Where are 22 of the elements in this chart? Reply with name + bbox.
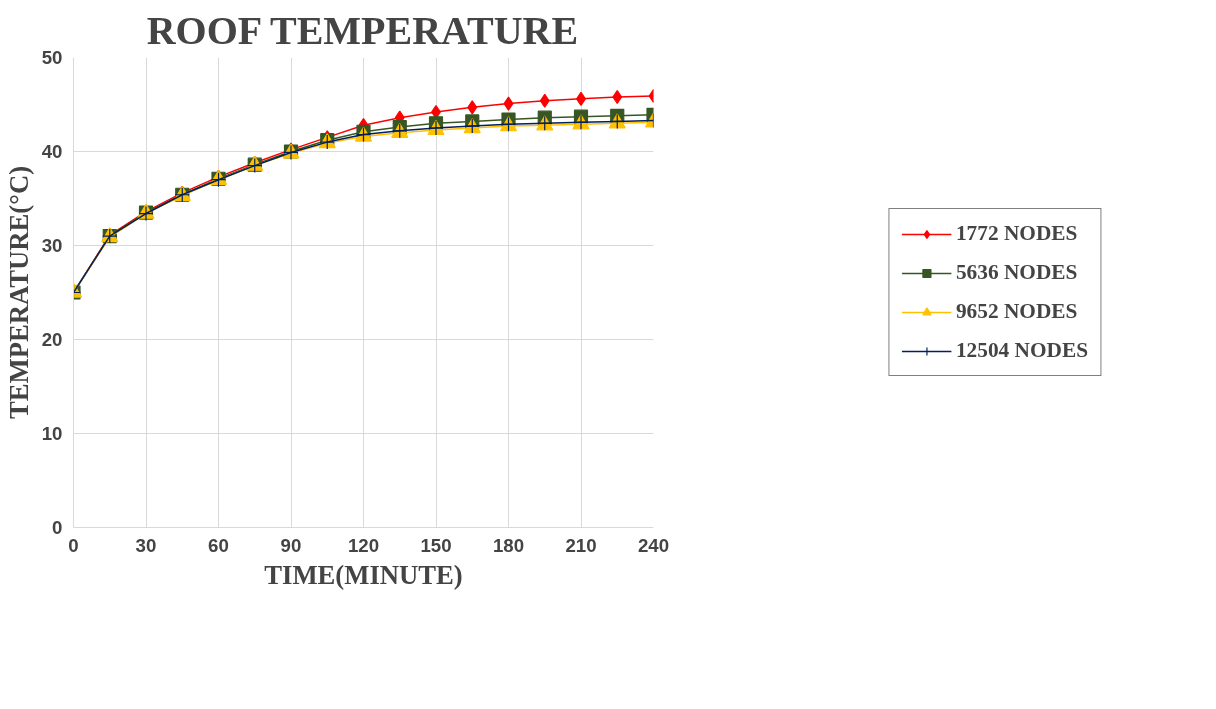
legend-label: 9652 NODES: [955, 299, 1078, 324]
x-tick-label: 60: [208, 534, 229, 556]
legend-label: 1772 NODES: [955, 221, 1078, 246]
x-tick-label: 180: [492, 534, 525, 556]
y-tick-label: 30: [41, 235, 63, 256]
y-tick-label: 40: [41, 141, 63, 162]
x-tick-label: 90: [280, 534, 302, 556]
legend-label: 5636 NODES: [955, 260, 1078, 285]
x-axis-title: TIME(MINUTE): [264, 559, 463, 590]
x-tick-label: 240: [637, 534, 670, 556]
x-tick-label: 120: [347, 534, 380, 556]
x-tick-label: 150: [420, 534, 452, 556]
y-tick-label: 50: [41, 47, 63, 68]
y-tick-label: 20: [41, 329, 63, 350]
y-axis-title: TEMPERATURE(°C): [3, 165, 34, 420]
y-tick-label: 0: [52, 517, 63, 538]
legend-label: 12504 NODES: [955, 338, 1089, 363]
x-tick-label: 210: [565, 534, 597, 556]
x-tick-label: 30: [135, 534, 157, 556]
x-tick-label: 0: [68, 534, 79, 556]
y-tick-label: 10: [41, 423, 63, 444]
chart-title: ROOF TEMPERATURE: [146, 7, 579, 53]
